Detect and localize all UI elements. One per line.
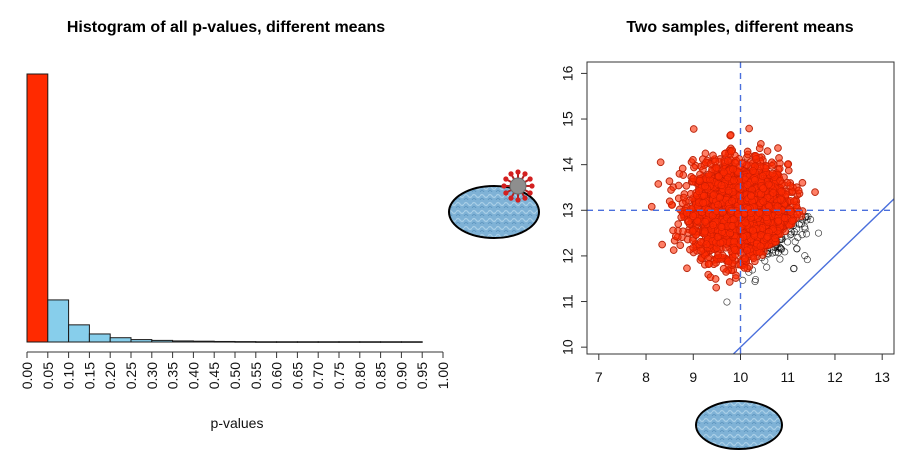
scatter-point-open	[739, 276, 747, 284]
cell-body	[448, 185, 540, 239]
scatter-point-filled	[674, 220, 683, 228]
histogram-bar	[255, 341, 278, 343]
histogram-tick-label: 0.60	[269, 362, 285, 389]
histogram-tick-label: 0.35	[165, 362, 181, 389]
histogram-tick-label: 0.25	[123, 362, 139, 389]
virus-cell-drawing	[448, 169, 540, 239]
histogram-bar	[359, 341, 382, 343]
histogram-tick-label: 0.65	[289, 362, 305, 389]
histogram-panel: Histogram of all p-values, different mea…	[19, 19, 451, 431]
scatter-point-open	[787, 230, 795, 238]
scatter-point-filled	[656, 158, 665, 167]
histogram-tick-label: 0.75	[331, 362, 347, 389]
scatter-point-open	[772, 248, 780, 256]
histogram-tick-label: 0.10	[61, 362, 77, 389]
histogram-bar	[276, 341, 298, 343]
histogram-bar	[400, 341, 423, 343]
scatter-point-open	[797, 220, 805, 228]
scatter-point-filled	[763, 147, 772, 155]
scatter-point-filled	[658, 240, 666, 249]
histogram-tick-label: 0.15	[81, 362, 97, 389]
histogram-bar	[213, 340, 236, 343]
histogram-bar	[47, 299, 70, 343]
histogram-tick-label: 0.20	[102, 362, 118, 389]
histogram-x-axis: 0.00 0.05 0.10 0.15 0.20 0.25 0.30 0.35 0.40 0.45…	[19, 351, 451, 389]
scatter-point-filled	[676, 241, 685, 250]
scatter-point-filled	[647, 202, 656, 211]
scatter-point-filled	[678, 164, 687, 173]
scatter-point-filled	[665, 177, 674, 186]
scatter-point-open	[803, 216, 811, 224]
scatter-point-open	[794, 233, 802, 242]
histogram-tick-label: 0.00	[19, 362, 35, 389]
histogram-bar	[172, 340, 194, 343]
histogram-bar	[380, 341, 402, 343]
histogram-tick-label: 0.50	[227, 362, 243, 389]
scatter-points	[647, 124, 823, 306]
scatter-point-filled	[775, 154, 783, 162]
scatter-point-open	[803, 256, 811, 264]
scatter-point-open	[790, 264, 798, 272]
scatter-point-filled	[701, 149, 710, 158]
histogram-tick-label: 0.80	[352, 362, 368, 389]
scatter-point-filled	[811, 188, 819, 196]
scatter-point-filled	[725, 278, 734, 286]
scatter-point-open	[774, 248, 782, 256]
histogram-tick-label: 0.90	[393, 362, 409, 389]
scatter-point-filled	[683, 264, 691, 273]
scatter-point-open	[751, 277, 759, 286]
scatter-point-open	[814, 229, 823, 237]
histogram-bar	[234, 341, 257, 343]
histogram-tick-label: 1.00	[435, 362, 451, 389]
histogram-bar	[26, 73, 49, 343]
scatter-point-open	[783, 238, 792, 246]
scatter-title: Two samples, different means	[626, 19, 853, 36]
scatter-point-open	[776, 255, 784, 263]
scatter-point-filled	[654, 180, 663, 188]
scatter-point-filled	[674, 181, 683, 190]
virus-icon	[501, 169, 535, 203]
histogram-title: Histogram of all p-values, different mea…	[67, 19, 385, 36]
histogram-tick-label: 0.40	[185, 362, 201, 389]
scatter-point-open	[763, 263, 771, 271]
histogram-tick-label: 0.85	[373, 362, 389, 389]
scatter-point-filled	[783, 160, 792, 169]
histogram-bar	[317, 341, 340, 343]
histogram-bar	[88, 333, 111, 343]
scatter-point-open	[793, 245, 801, 253]
histogram-tick-label: 0.55	[248, 362, 264, 389]
scatter-point-filled	[665, 197, 674, 206]
histogram-tick-label: 0.70	[310, 362, 326, 389]
histogram-tick-label: 0.05	[40, 362, 56, 389]
scatter-point-open	[777, 245, 785, 253]
scatter-point-filled	[743, 147, 752, 156]
scatter-point-filled	[682, 182, 691, 190]
histogram-bar	[68, 324, 90, 343]
histogram-tick-label: 0.45	[206, 362, 222, 389]
histogram-x-label: p-values	[211, 415, 264, 431]
scatter-point-filled	[798, 178, 807, 187]
scatter-point-open	[786, 231, 794, 239]
histogram-bars	[26, 73, 423, 343]
histogram-bar	[192, 340, 215, 343]
histogram-bar	[296, 341, 319, 343]
histogram-bar	[130, 339, 153, 343]
scatter-point-open	[723, 298, 731, 306]
histogram-bar	[338, 341, 361, 343]
scatter-panel: Two samples, different means 7 8 9 10 11 12 13…	[560, 19, 895, 385]
scatter-point-filled	[679, 227, 687, 236]
histogram-bar	[109, 337, 132, 343]
histogram-tick-label: 0.95	[414, 362, 430, 389]
histogram-tick-label: 0.30	[144, 362, 160, 389]
scatter-point-filled	[669, 246, 678, 254]
scatter-point-open	[801, 225, 809, 233]
scatter-point-filled	[712, 283, 721, 292]
histogram-bar	[151, 339, 174, 343]
scatter-point-open	[791, 238, 799, 246]
scatter-point-open	[768, 249, 776, 257]
scatter-point-open	[802, 230, 811, 238]
scatter-point-open	[801, 252, 809, 260]
